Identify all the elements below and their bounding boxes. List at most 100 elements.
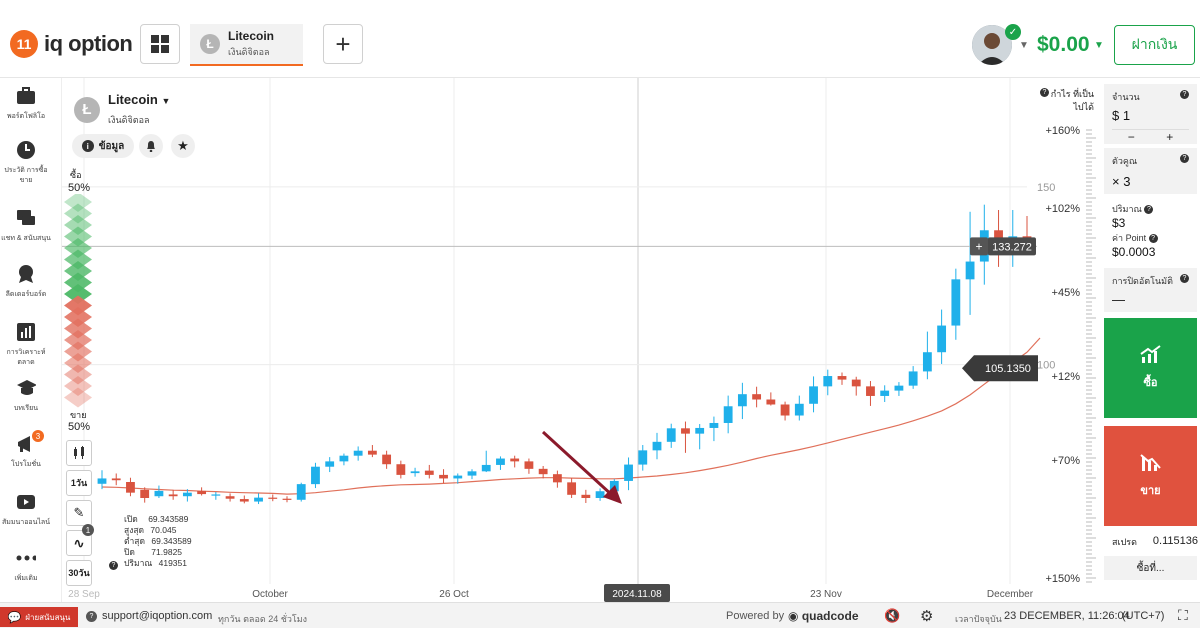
buy-button[interactable]: ซื้อ (1104, 318, 1197, 418)
profile-dropdown-icon[interactable]: ▼ (1019, 40, 1029, 51)
ohlc-value: 70.045 (150, 525, 177, 535)
sidebar-item-label: เพิ่มเติม (14, 575, 38, 582)
clock-icon (16, 140, 36, 160)
sidebar-item-more[interactable]: เพิ่มเติม (0, 548, 52, 584)
bar-chart-icon (16, 322, 36, 342)
annotation-arrow (541, 430, 615, 498)
candle-body (766, 399, 776, 405)
candle (367, 445, 377, 458)
chart-type-button[interactable] (66, 440, 92, 466)
multiplier-value[interactable]: × 3 (1112, 174, 1131, 189)
sidebar-item-portfolio[interactable]: พอร์ตโฟลิโอ (0, 86, 52, 122)
plus-icon: + (335, 28, 351, 59)
multiplier-label: ตัวคูณ (1112, 156, 1138, 166)
logo[interactable]: 11 iq option (10, 30, 133, 58)
verified-check-icon: ✓ (1005, 24, 1021, 40)
amount-help-icon[interactable]: ? (1180, 90, 1189, 99)
candle (937, 309, 947, 364)
sidebar-item-promotions[interactable]: 3 โปรโมชั่น (0, 430, 52, 470)
litecoin-icon: Ł (200, 34, 220, 54)
candle-body (538, 468, 548, 475)
multiplier-help-icon[interactable]: ? (1180, 154, 1189, 163)
multiplier-box[interactable]: ตัวคูณ ? × 3 (1104, 148, 1197, 194)
timezone: (UTC+7) (1122, 610, 1165, 622)
payout-scale-label: +45% (1052, 287, 1081, 299)
volume-help-icon[interactable]: ? (1144, 205, 1154, 215)
candle (681, 421, 690, 453)
support-chat-label: ฝ่ายสนับสนุน (25, 612, 71, 622)
candle-body (296, 484, 306, 500)
price-chart[interactable]: 28 Sep October 26 Oct 23 Nov December150100 … (62, 78, 1102, 602)
amount-increase-button[interactable]: + (1166, 130, 1174, 144)
payout-scale-label: +70% (1052, 455, 1081, 467)
support-email[interactable]: support@iqoption.com (102, 610, 213, 622)
auto-close-help-icon[interactable]: ? (1180, 274, 1189, 283)
add-asset-button[interactable]: + (323, 24, 363, 64)
candle-period-button[interactable]: 1วัน (66, 470, 92, 496)
sell-button[interactable]: ขาย (1104, 426, 1197, 526)
auto-close-label: การปิดอัตโนมัติ (1112, 276, 1173, 286)
sidebar-item-label: การวิเคราะห์ตลาด (6, 349, 46, 366)
award-icon (16, 264, 36, 284)
buy-at-button[interactable]: ซื้อที่... (1104, 556, 1197, 580)
help-icon[interactable]: ? (86, 611, 97, 622)
balance-dropdown-icon[interactable]: ▼ (1094, 40, 1104, 51)
sell-sentiment-segment (64, 318, 92, 339)
mute-icon[interactable]: 🔇 (884, 608, 901, 623)
chart-asset-header[interactable]: Ł Litecoin ▼ เงินดิจิตอล (74, 92, 170, 127)
sidebar-item-history[interactable]: ประวัติ การซื้อขาย (0, 140, 52, 186)
sidebar-item-chat[interactable]: แชท & สนับสนุน (0, 208, 52, 244)
draw-tool-button[interactable]: ✎ (66, 500, 92, 526)
candle (353, 446, 363, 461)
zoom-period-button[interactable]: 30วัน (66, 560, 92, 586)
payout-help-icon[interactable]: ? (1040, 88, 1049, 97)
logo-text: iq option (44, 31, 133, 56)
candle (154, 485, 164, 498)
current-time-label: เวลาปัจจุบัน (955, 614, 1002, 624)
sidebar-item-label: แชท & สนับสนุน (1, 235, 51, 242)
logo-badge: 11 (10, 30, 38, 58)
sidebar-item-analysis[interactable]: การวิเคราะห์ตลาด (0, 322, 52, 368)
ohlc-label: ปริมาณ (124, 558, 153, 568)
candle-body (439, 474, 448, 479)
annotation-arrowhead (603, 485, 622, 504)
fullscreen-icon[interactable]: ⛶ (1178, 607, 1188, 623)
favorite-button[interactable]: ★ (171, 134, 195, 158)
powered-by-label: Powered by (726, 610, 785, 622)
current-datetime: 23 DECEMBER, 11:26:04 (1004, 610, 1130, 622)
candle (524, 458, 534, 474)
sell-sentiment-segment (64, 387, 92, 408)
amount-input[interactable]: $ 1 (1112, 108, 1131, 123)
support-chat-button[interactable]: 💬 ฝ่ายสนับสนุน (0, 607, 78, 627)
settings-gear-icon[interactable]: ⚙ (920, 608, 934, 625)
candle-body (737, 394, 747, 407)
amount-box[interactable]: จำนวน ? $ 1 − + (1104, 84, 1197, 144)
trend-up-icon (1139, 345, 1161, 363)
buy-sentiment-label: ซื้อ (70, 170, 82, 180)
candle (140, 487, 150, 503)
ohlc-help-icon[interactable]: ? (109, 561, 118, 570)
balance[interactable]: $0.00 (1037, 33, 1090, 56)
candle (481, 450, 491, 473)
deposit-button[interactable]: ฝากเงิน (1114, 25, 1195, 65)
sidebar-item-lessons[interactable]: บทเรียน (0, 378, 52, 414)
sentiment-bar (64, 194, 92, 408)
quadcode-brand[interactable]: ◉ quadcode (788, 609, 859, 623)
candle-body (325, 461, 335, 467)
point-help-icon[interactable]: ? (1148, 234, 1158, 244)
chart-area[interactable]: 28 Sep October 26 Oct 23 Nov December 150 100 … (62, 78, 1102, 602)
support-hours: ทุกวัน ตลอด 24 ชั่วโมง (218, 614, 308, 624)
alert-button[interactable] (139, 134, 163, 158)
sidebar-item-leaderboard[interactable]: ลีดเดอร์บอร์ด (0, 264, 52, 300)
sidebar-item-webinars[interactable]: สัมมนาออนไลน์ (0, 492, 52, 528)
layout-grid-button[interactable] (140, 24, 180, 64)
moving-average-line (1026, 337, 1041, 353)
asset-tab-litecoin[interactable]: Ł Litecoin เงินดิจิตอล (190, 24, 303, 66)
auto-close-box[interactable]: การปิดอัตโนมัติ ? — (1104, 268, 1197, 312)
amount-decrease-button[interactable]: − (1127, 130, 1135, 144)
candle (624, 457, 633, 491)
candle (510, 455, 520, 468)
info-button[interactable]: i ข้อมูล (72, 134, 134, 158)
candle-body (652, 441, 662, 451)
candle (211, 491, 221, 500)
